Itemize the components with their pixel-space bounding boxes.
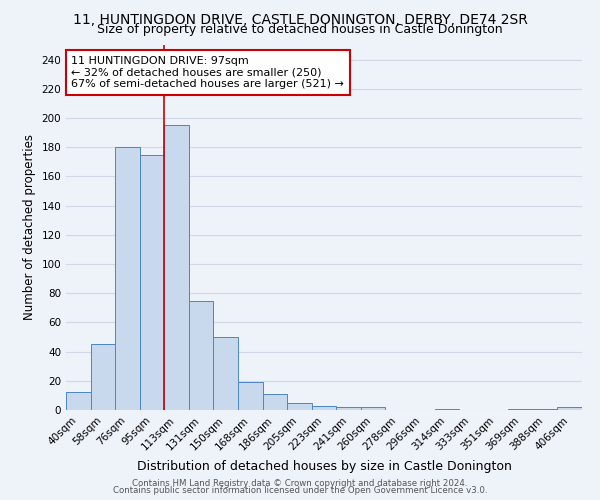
- Text: Contains public sector information licensed under the Open Government Licence v3: Contains public sector information licen…: [113, 486, 487, 495]
- Bar: [164, 126, 189, 410]
- Text: Size of property relative to detached houses in Castle Donington: Size of property relative to detached ho…: [97, 22, 503, 36]
- Bar: [287, 402, 312, 410]
- Bar: [361, 407, 385, 410]
- Bar: [238, 382, 263, 410]
- Bar: [312, 406, 336, 410]
- Text: 11, HUNTINGDON DRIVE, CASTLE DONINGTON, DERBY, DE74 2SR: 11, HUNTINGDON DRIVE, CASTLE DONINGTON, …: [73, 12, 527, 26]
- Bar: [336, 407, 361, 410]
- Text: Contains HM Land Registry data © Crown copyright and database right 2024.: Contains HM Land Registry data © Crown c…: [132, 478, 468, 488]
- Y-axis label: Number of detached properties: Number of detached properties: [23, 134, 36, 320]
- Bar: [533, 408, 557, 410]
- X-axis label: Distribution of detached houses by size in Castle Donington: Distribution of detached houses by size …: [137, 460, 511, 473]
- Bar: [189, 300, 214, 410]
- Text: 11 HUNTINGDON DRIVE: 97sqm
← 32% of detached houses are smaller (250)
67% of sem: 11 HUNTINGDON DRIVE: 97sqm ← 32% of deta…: [71, 56, 344, 89]
- Bar: [508, 408, 533, 410]
- Bar: [91, 344, 115, 410]
- Bar: [557, 407, 582, 410]
- Bar: [434, 408, 459, 410]
- Bar: [214, 337, 238, 410]
- Bar: [140, 154, 164, 410]
- Bar: [115, 147, 140, 410]
- Bar: [66, 392, 91, 410]
- Bar: [263, 394, 287, 410]
